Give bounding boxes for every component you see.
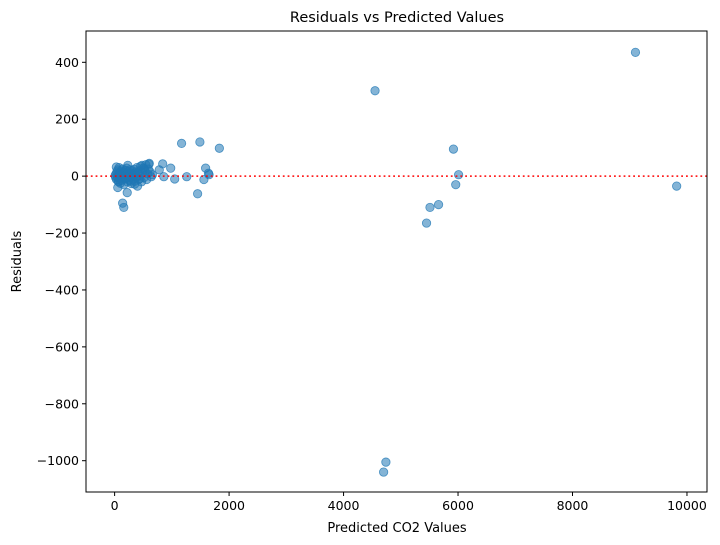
data-point: [433, 199, 444, 210]
data-point: [193, 189, 203, 199]
data-point: [672, 181, 682, 191]
plot-frame: [85, 30, 708, 493]
y-axis: 400 200 0 −200 −400 −600 −800 −1000: [37, 55, 86, 468]
data-point: [134, 174, 144, 185]
y-tick-label: 0: [71, 169, 79, 184]
x-tick-label: 2000: [213, 498, 245, 513]
data-point: [630, 47, 641, 57]
data-point: [421, 218, 432, 228]
y-tick-label: −800: [45, 396, 79, 411]
data-point: [123, 160, 133, 170]
x-tick-label: 8000: [557, 498, 589, 513]
data-point: [176, 138, 187, 148]
data-point: [119, 202, 129, 213]
data-point: [166, 163, 176, 173]
data-point: [111, 162, 121, 172]
y-tick-label: −200: [45, 226, 79, 241]
data-point: [425, 202, 435, 213]
x-tick-label: 0: [111, 498, 119, 513]
data-point: [114, 177, 124, 187]
data-point: [448, 144, 459, 154]
y-tick-label: −400: [45, 282, 79, 297]
x-axis-label: Predicted CO2 Values: [327, 521, 467, 536]
data-point: [214, 143, 224, 153]
y-tick-label: 200: [55, 112, 79, 127]
data-point: [144, 159, 154, 169]
chart-title: Residuals vs Predicted Values: [290, 10, 504, 26]
data-point: [370, 86, 380, 96]
data-point: [381, 457, 391, 467]
data-point: [195, 137, 205, 147]
x-tick-label: 10000: [667, 498, 707, 513]
data-point: [453, 170, 464, 180]
x-tick-label: 6000: [442, 498, 474, 513]
data-point: [451, 180, 461, 190]
data-point: [122, 188, 132, 198]
x-axis: 0 2000 4000 6000 8000 10000: [111, 492, 707, 513]
data-point: [158, 159, 168, 169]
y-axis-label: Residuals: [10, 230, 25, 292]
y-tick-label: 400: [55, 55, 79, 70]
data-point: [379, 467, 389, 477]
x-tick-label: 4000: [328, 498, 360, 513]
data-point: [204, 170, 214, 180]
y-tick-label: −600: [45, 339, 79, 354]
y-tick-label: −1000: [37, 453, 79, 468]
